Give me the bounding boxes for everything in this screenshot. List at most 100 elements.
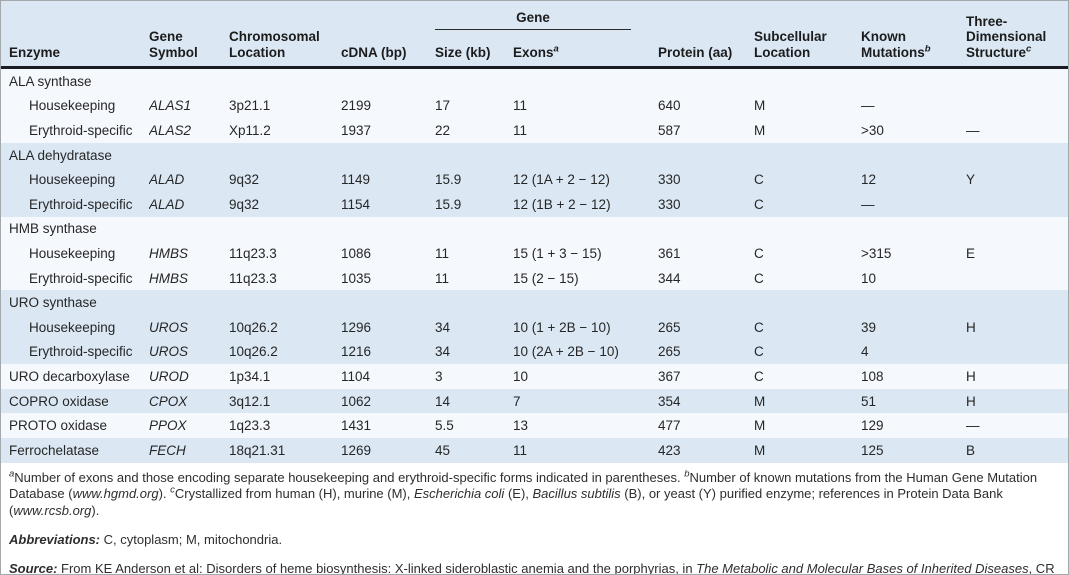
column-header-known-mutations: Known Mutationsb [861,29,966,60]
hgmd-url: www.hgmd.org [72,486,159,501]
cell-chromosomal-location: 11q23.3 [229,245,277,261]
footnote-c-marker: c [170,484,175,496]
cell-cdna-bp: 1104 [341,368,371,384]
cell-enzyme: Erythroid-specific [29,344,133,360]
cell-subcellular-location: M [754,98,766,114]
table-header: Gene Enzyme Gene Symbol Chromosomal Loca… [1,1,1068,69]
footnote-paragraph: aNumber of exons and those encoding sepa… [9,468,1056,520]
abbreviations-text: C, cytoplasm; M, mitochondria. [100,532,283,547]
cell-known-mutations: >30 [861,122,884,138]
cell-chromosomal-location: 18q21.31 [229,442,286,458]
cell-cdna-bp: 1216 [341,344,372,360]
cell-gene-symbol: ALAS2 [149,122,192,138]
column-label: Known Mutations [861,29,925,60]
cell-enzyme: Housekeeping [29,319,116,335]
cell-cdna-bp: 1937 [341,122,372,138]
cell-known-mutations: 129 [861,418,884,434]
cell-size-kb: 45 [435,442,451,458]
cell-cdna-bp: 1296 [341,319,372,335]
cell-protein-aa: 361 [658,245,681,261]
cell-three-dimensional-structure: Y [966,172,976,188]
cell-cdna-bp: 1269 [341,442,372,458]
column-header-gene-symbol: Gene Symbol [149,29,229,60]
cell-known-mutations: — [861,98,875,114]
cell-exons: 10 (1 + 2B − 10) [513,319,611,335]
cell-gene-symbol: ALAS1 [149,98,192,114]
footnote-marker-a: a [553,43,559,54]
source-label: Source: [9,560,58,575]
cell-chromosomal-location: 9q32 [229,196,260,212]
cell-size-kb: 15.9 [435,172,462,188]
cell-protein-aa: 423 [658,442,681,458]
cell-chromosomal-location: 3p21.1 [229,98,271,114]
cell-gene-symbol: FECH [149,442,186,458]
cell-chromosomal-location: 1p34.1 [229,368,271,384]
book-title: The Metabolic and Molecular Bases of Inh… [696,560,1029,575]
cell-cdna-bp: 1035 [341,270,372,286]
cell-exons: 12 (1A + 2 − 12) [513,172,610,188]
footnote-c-text-end: ). [91,502,100,518]
cell-chromosomal-location: 1q23.3 [229,418,271,434]
cell-known-mutations: — [861,196,875,212]
cell-three-dimensional-structure: B [966,442,976,458]
cell-subcellular-location: M [754,442,766,458]
table-row: COPRO oxidase CPOX 3q12.1 1062 14 7 354 M 51 H [1,388,1068,414]
cell-subcellular-location: C [754,245,764,261]
abbreviations-line: Abbreviations: C, cytoplasm; M, mitochon… [9,532,1056,549]
footnote-marker-b: b [924,43,931,54]
cell-enzyme: PROTO oxidase [9,418,108,434]
table-body: ALA synthase Housekeeping ALAS1 3p21.1 2199 1… [1,69,1068,463]
source-text-end: , CR Scriver et al (eds). New York, McGr… [1028,560,1055,575]
cell-enzyme: Housekeeping [29,245,116,261]
cell-exons: 7 [513,393,521,409]
cell-known-mutations: 12 [861,172,877,188]
footnote-b-text-end: ). [158,486,171,501]
cell-protein-aa: 587 [658,122,681,138]
cell-enzyme: ALA synthase [9,73,92,89]
cell-chromosomal-location: 10q26.2 [229,344,278,360]
cell-cdna-bp: 1149 [341,172,371,188]
cell-three-dimensional-structure: E [966,245,976,261]
table-row: Housekeeping HMBS 11q23.3 1086 11 15 (1 + 3 −… [1,241,1068,266]
cell-three-dimensional-structure: H [966,319,976,335]
footnote-a-marker: a [9,468,15,480]
table-row: URO decarboxylase UROD 1p34.1 1104 3 10 367 C 10… [1,364,1068,389]
cell-enzyme: Erythroid-specific [29,270,133,286]
column-header-subcellular-location: Subcellular Location [754,29,861,60]
cell-chromosomal-location: 3q12.1 [229,393,271,409]
cell-size-kb: 34 [435,344,451,360]
cell-three-dimensional-structure: — [966,122,980,138]
cell-exons: 11 [513,442,528,458]
cell-subcellular-location: M [754,418,766,434]
cell-size-kb: 11 [435,245,450,261]
cell-gene-symbol: CPOX [149,393,188,409]
rcsb-url: www.rcsb.org [13,502,92,518]
column-label: Three-Dimensional Structure [966,13,1047,60]
table-row: Erythroid-specific UROS 10q26.2 1216 34 10 (2… [1,339,1068,365]
cell-known-mutations: 4 [861,344,869,360]
cell-known-mutations: >315 [861,245,892,261]
cell-enzyme: URO synthase [9,295,97,311]
cell-cdna-bp: 1154 [341,196,371,212]
table-row: PROTO oxidase PPOX 1q23.3 1431 5.5 13 477 M 129 — [1,413,1068,438]
cell-protein-aa: 354 [658,393,681,409]
section-row: ALA dehydratase [1,142,1068,168]
column-label: Subcellular Location [754,29,827,60]
cell-size-kb: 22 [435,122,451,138]
table-footnotes: aNumber of exons and those encoding sepa… [1,462,1068,575]
cell-exons: 10 [513,368,529,384]
cell-three-dimensional-structure: H [966,368,976,384]
cell-subcellular-location: M [754,393,766,409]
cell-three-dimensional-structure: H [966,393,976,409]
footnote-b-marker: b [684,468,690,480]
cell-protein-aa: 640 [658,98,681,114]
cell-chromosomal-location: 10q26.2 [229,319,278,335]
source-text: From KE Anderson et al: Disorders of hem… [57,560,697,575]
cell-enzyme: URO decarboxylase [9,368,130,384]
cell-protein-aa: 477 [658,418,681,434]
column-label: Enzyme [9,44,61,60]
cell-enzyme: Ferrochelatase [9,442,100,458]
cell-known-mutations: 51 [861,393,877,409]
cell-subcellular-location: C [754,368,764,384]
